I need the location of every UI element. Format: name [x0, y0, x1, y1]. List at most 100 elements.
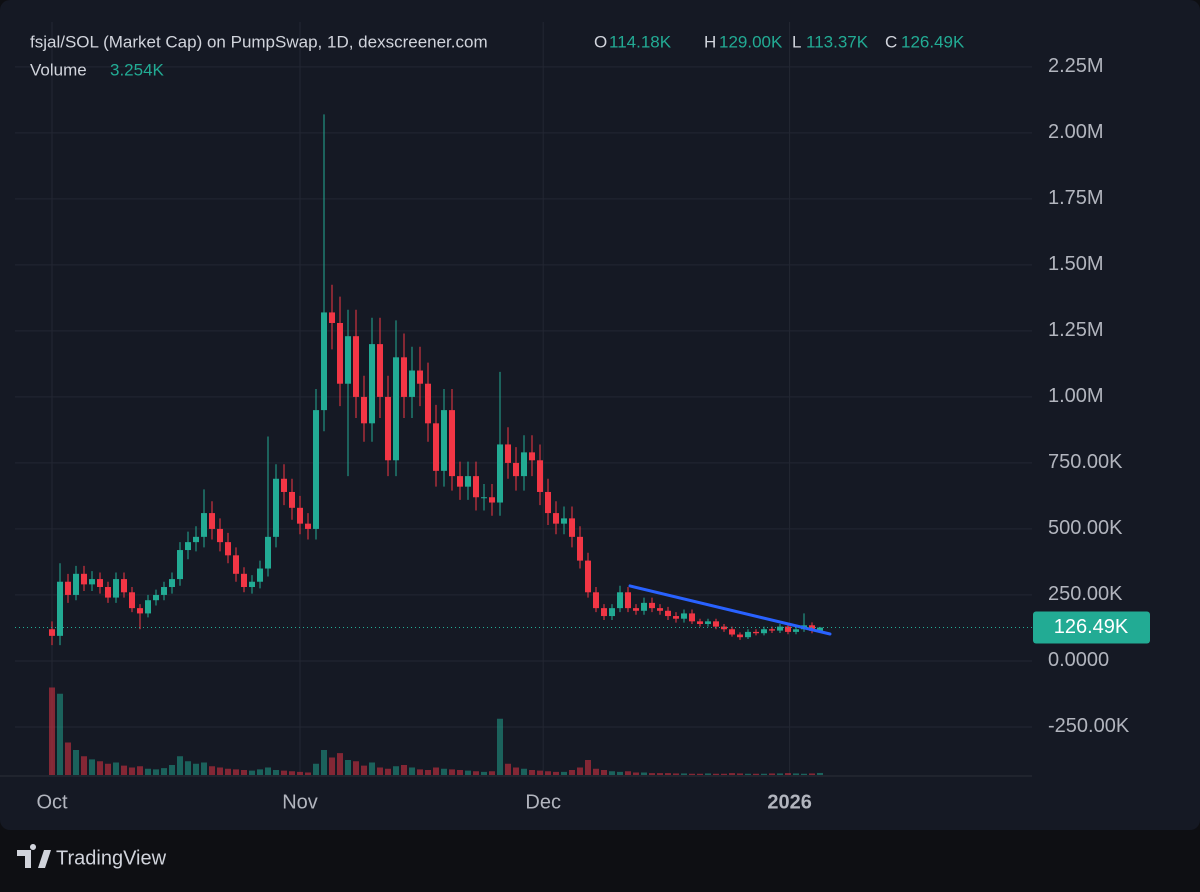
candle-body: [449, 410, 455, 477]
candle-body: [585, 560, 591, 593]
volume-layer: [49, 687, 823, 775]
candle-body: [137, 608, 143, 614]
candle-body: [673, 616, 679, 619]
candle-body: [537, 460, 543, 492]
open-value: 114.18K: [609, 32, 672, 51]
grid: [15, 22, 1032, 775]
candle-body: [473, 476, 479, 498]
candle-body: [153, 594, 159, 601]
candle-body: [577, 536, 583, 561]
volume-bar: [329, 757, 335, 775]
volume-bar: [497, 718, 503, 775]
volume-bar: [201, 762, 207, 775]
volume-bar: [233, 769, 239, 775]
open-label: O: [594, 32, 607, 51]
volume-bar: [561, 771, 567, 775]
volume-bar: [513, 767, 519, 775]
volume-bar: [105, 763, 111, 775]
volume-bar: [601, 770, 607, 775]
volume-bar: [745, 773, 751, 775]
volume-bar: [529, 770, 535, 775]
volume-bar: [753, 773, 759, 775]
volume-bar: [689, 773, 695, 775]
volume-bar: [449, 769, 455, 775]
candle-body: [705, 621, 711, 624]
candle-body: [425, 383, 431, 424]
volume-bar: [817, 772, 823, 775]
symbol-title: fsjal/SOL (Market Cap) on PumpSwap, 1D, …: [30, 32, 488, 51]
candle-body: [593, 592, 599, 609]
candle-body: [241, 573, 247, 588]
low-value: 113.37K: [806, 32, 869, 51]
y-tick-label: 1.25M: [1048, 319, 1104, 341]
last-price-label: 126.49K: [1054, 616, 1129, 638]
volume-bar: [145, 768, 151, 775]
candle-body: [65, 581, 71, 595]
candle-body: [761, 629, 767, 634]
volume-bar: [577, 767, 583, 775]
volume-bar: [57, 693, 63, 775]
candle-body: [313, 410, 319, 529]
candle-layer: [49, 114, 823, 646]
volume-bar: [473, 771, 479, 775]
candle-body: [609, 608, 615, 617]
volume-bar: [801, 773, 807, 775]
x-tick-label: Oct: [36, 791, 68, 813]
volume-bar: [249, 770, 255, 775]
volume-bar: [665, 773, 671, 775]
candle-body: [737, 634, 743, 638]
candle-body: [617, 592, 623, 609]
volume-bar: [657, 773, 663, 775]
candle-body: [625, 592, 631, 609]
candle-body: [129, 592, 135, 609]
volume-bar: [353, 761, 359, 775]
candle-body: [329, 312, 335, 323]
volume-label: Volume: [30, 60, 87, 79]
candle-body: [185, 542, 191, 551]
candle-body: [745, 631, 751, 638]
volume-bar: [457, 770, 463, 775]
volume-bar: [761, 773, 767, 775]
candle-body: [97, 579, 103, 588]
candle-body: [713, 621, 719, 627]
candle-body: [441, 410, 447, 471]
candle-body: [265, 536, 271, 569]
candle-body: [689, 613, 695, 622]
volume-bar: [217, 767, 223, 775]
close-value: 126.49K: [901, 32, 965, 51]
volume-value: 3.254K: [110, 60, 165, 79]
volume-bar: [417, 769, 423, 775]
volume-bar: [729, 773, 735, 775]
volume-bar: [481, 771, 487, 775]
candle-body: [345, 336, 351, 384]
candle-body: [793, 629, 799, 632]
volume-bar: [193, 763, 199, 775]
candle-body: [681, 613, 687, 619]
candle-body: [297, 507, 303, 524]
candle-body: [57, 581, 63, 636]
volume-bar: [129, 767, 135, 775]
volume-bar: [169, 765, 175, 775]
volume-bar: [737, 773, 743, 775]
y-tick-label: 1.50M: [1048, 253, 1104, 275]
volume-bar: [697, 773, 703, 775]
candle-body: [409, 370, 415, 397]
candle-body: [561, 518, 567, 524]
last-price-tag: [1033, 611, 1150, 644]
volume-bar: [121, 765, 127, 775]
low-label: L: [792, 32, 801, 51]
candle-body: [289, 491, 295, 508]
candle-body: [649, 602, 655, 609]
volume-bar: [489, 771, 495, 775]
volume-bar: [209, 766, 215, 775]
volume-bar: [777, 773, 783, 775]
brand-name: TradingView: [56, 847, 167, 869]
volume-bar: [257, 769, 263, 775]
candle-body: [481, 497, 487, 499]
volume-bar: [225, 768, 231, 775]
volume-bar: [177, 756, 183, 775]
candle-body: [361, 396, 367, 424]
volume-bar: [553, 771, 559, 775]
volume-bar: [161, 768, 167, 775]
